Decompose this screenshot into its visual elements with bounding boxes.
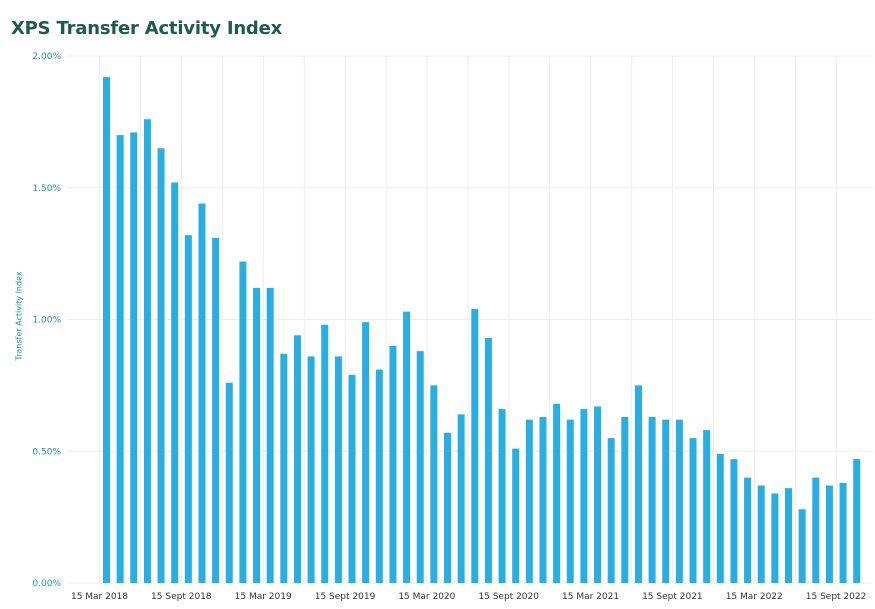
bar bbox=[171, 182, 179, 584]
x-tick-label: 15 Mar 2018 bbox=[71, 592, 128, 602]
bar bbox=[539, 416, 547, 583]
y-tick-label: 0.00% bbox=[32, 579, 61, 589]
bar bbox=[334, 356, 342, 583]
bar bbox=[130, 132, 138, 584]
bar bbox=[703, 430, 711, 583]
y-tick-label: 1.00% bbox=[32, 316, 61, 326]
bar bbox=[825, 485, 833, 583]
bar bbox=[157, 148, 165, 583]
bar bbox=[471, 308, 479, 583]
bar bbox=[757, 485, 765, 583]
bar bbox=[853, 459, 861, 583]
bar bbox=[321, 324, 329, 583]
x-tick-label: 15 Sept 2018 bbox=[151, 592, 212, 602]
bar bbox=[280, 353, 288, 583]
bar bbox=[553, 403, 561, 583]
x-tick-label: 15 Sept 2022 bbox=[806, 592, 867, 602]
bar bbox=[225, 382, 233, 583]
bar bbox=[498, 409, 506, 583]
bar bbox=[484, 337, 492, 583]
bar bbox=[266, 287, 274, 583]
bar bbox=[375, 369, 383, 583]
x-tick-label: 15 Mar 2022 bbox=[726, 592, 783, 602]
bar bbox=[566, 419, 574, 583]
bar bbox=[348, 374, 356, 583]
bar bbox=[689, 438, 697, 583]
bar bbox=[143, 119, 151, 584]
bar bbox=[812, 477, 820, 583]
bar bbox=[730, 459, 738, 583]
bar bbox=[744, 477, 752, 583]
bar bbox=[621, 416, 629, 583]
y-tick-label: 2.00% bbox=[32, 52, 61, 62]
bar bbox=[648, 416, 656, 583]
bar bbox=[416, 351, 424, 583]
bar bbox=[403, 311, 411, 583]
bar bbox=[839, 482, 847, 583]
bar bbox=[675, 419, 683, 583]
bar bbox=[307, 356, 315, 583]
bar bbox=[662, 419, 670, 583]
y-tick-label: 0.50% bbox=[32, 447, 61, 457]
x-tick-label: 15 Mar 2021 bbox=[562, 592, 619, 602]
bar bbox=[116, 135, 124, 584]
bar bbox=[607, 438, 615, 583]
bar bbox=[457, 414, 465, 583]
bar bbox=[103, 77, 110, 583]
x-tick-label: 15 Sept 2021 bbox=[642, 592, 703, 602]
bar bbox=[798, 509, 806, 583]
x-tick-label: 15 Mar 2019 bbox=[235, 592, 292, 602]
bar bbox=[212, 237, 220, 583]
x-tick-label: 15 Mar 2020 bbox=[398, 592, 455, 602]
bar bbox=[525, 419, 533, 583]
bar bbox=[594, 406, 602, 583]
bar bbox=[771, 493, 779, 583]
bar bbox=[444, 432, 451, 583]
chart-title: XPS Transfer Activity Index bbox=[11, 18, 283, 39]
bar bbox=[362, 322, 370, 583]
bar bbox=[253, 287, 261, 583]
bar bbox=[389, 345, 397, 583]
bar bbox=[239, 261, 247, 583]
bar bbox=[184, 235, 192, 583]
bar bbox=[430, 385, 438, 583]
bar bbox=[716, 453, 724, 583]
bar bbox=[785, 488, 792, 583]
bar bbox=[634, 385, 642, 583]
bar bbox=[198, 203, 206, 583]
bar bbox=[293, 335, 301, 583]
x-tick-label: 15 Sept 2020 bbox=[478, 592, 539, 602]
y-tick-label: 1.50% bbox=[32, 184, 61, 194]
bar bbox=[512, 448, 520, 583]
bar bbox=[580, 409, 588, 583]
x-tick-label: 15 Sept 2019 bbox=[315, 592, 376, 602]
